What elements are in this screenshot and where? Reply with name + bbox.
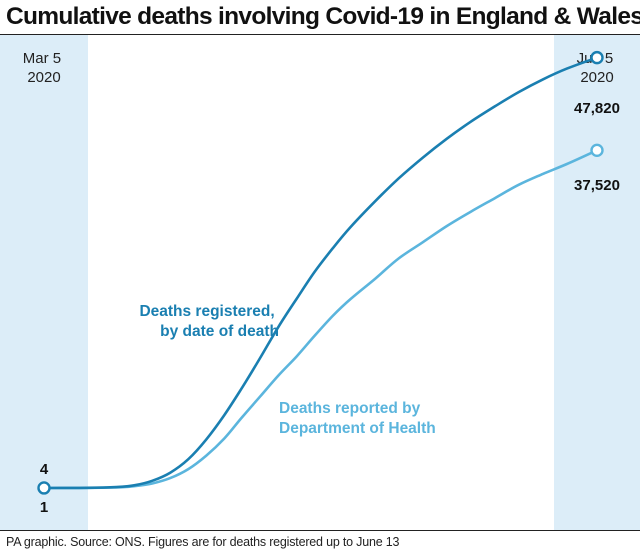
- series-line-reported: [43, 149, 598, 490]
- series-label-registered: Deaths registered, by date of death: [139, 303, 279, 340]
- end-value-registered: 47,820: [574, 100, 620, 117]
- title-rule: [0, 34, 640, 35]
- start-value-registered: 4: [40, 461, 49, 478]
- start-value-reported: 1: [40, 499, 48, 516]
- chart-title: Cumulative deaths involving Covid-19 in …: [6, 3, 640, 30]
- series-label-registered-line1: Deaths registered,: [139, 303, 274, 320]
- series-start-point: [37, 481, 51, 495]
- source-note: PA graphic. Source: ONS. Figures are for…: [6, 535, 400, 549]
- start-date-month: Mar 5: [23, 50, 61, 67]
- series-end-point-reported: [590, 143, 604, 158]
- end-value-reported: 37,520: [574, 177, 620, 194]
- start-date-label: Mar 5 2020: [23, 50, 66, 86]
- end-date-year: 2020: [580, 69, 613, 86]
- series-label-reported-line1: Deaths reported by: [279, 400, 421, 417]
- footer-rule: [0, 530, 640, 531]
- series-label-reported-line2: Department of Health: [279, 420, 436, 437]
- series-end-point-registered: [590, 50, 604, 65]
- series-label-reported: Deaths reported by Department of Health: [279, 400, 436, 437]
- start-date-band: [0, 35, 88, 530]
- series-line-registered: [43, 56, 598, 490]
- start-date-year: 2020: [27, 69, 60, 86]
- end-date-band: [554, 35, 640, 530]
- series-label-registered-line2: by date of death: [160, 323, 279, 340]
